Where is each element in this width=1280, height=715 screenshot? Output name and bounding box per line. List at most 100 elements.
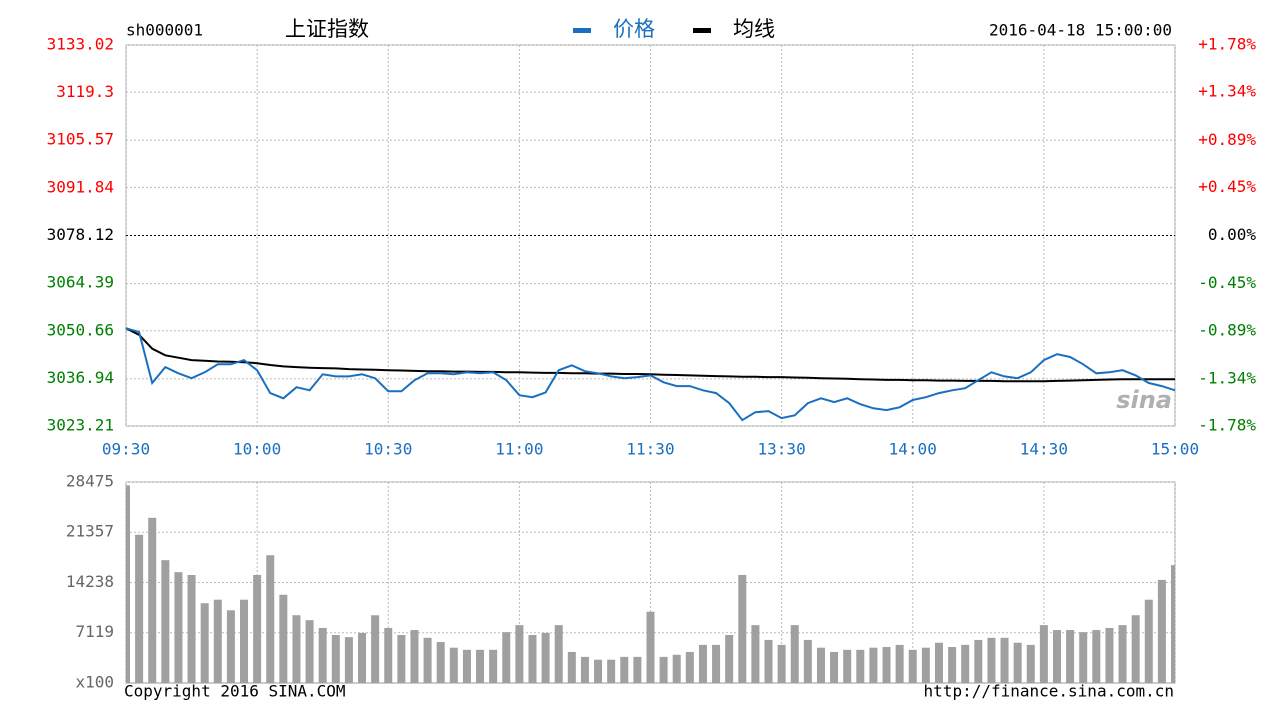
volume-bar [633, 656, 642, 683]
volume-bar [1105, 627, 1114, 683]
y-tick-label: 3023.21 [47, 416, 114, 435]
volume-bar [135, 534, 144, 683]
volume-bar [934, 642, 943, 683]
volume-bar [790, 625, 799, 683]
x-tick-label: 13:30 [758, 440, 806, 459]
x-tick-label: 10:30 [364, 440, 412, 459]
volume-bar [449, 647, 458, 683]
volume-bar [777, 644, 786, 683]
volume-bar [594, 659, 603, 683]
volume-bar [1013, 642, 1022, 683]
volume-bar [462, 649, 471, 683]
code: sh000001 [126, 21, 203, 40]
index-name: 上证指数 [285, 17, 369, 41]
y2-tick-label: +0.45% [1198, 177, 1256, 196]
volume-bar [1066, 630, 1075, 683]
x-tick-label: 10:00 [233, 440, 281, 459]
volume-bar [161, 560, 170, 683]
y2-tick-label: +0.89% [1198, 130, 1256, 149]
y-tick-label: 3036.94 [47, 368, 114, 387]
volume-bar [921, 647, 930, 683]
x-tick-label: 14:00 [889, 440, 937, 459]
volume-bar [567, 651, 576, 683]
volume-bar [843, 649, 852, 683]
volume-bar [974, 639, 983, 683]
volume-bar [607, 659, 616, 683]
volume-bar [1118, 625, 1127, 683]
volume-bar [1092, 630, 1101, 683]
volume-bar [554, 625, 563, 683]
volume-bar [1079, 632, 1088, 683]
y-tick-label: 3119.3 [56, 82, 114, 101]
series-line [125, 327, 1176, 422]
volume-bar [187, 575, 196, 683]
volume-bar [410, 630, 419, 683]
volume-bar [318, 627, 327, 683]
volume-bar [856, 649, 865, 683]
volume-bar [580, 656, 589, 683]
volume-bar [489, 649, 498, 683]
y-tick-label: 3078.12 [47, 225, 114, 244]
volume-bar [292, 615, 301, 683]
volume-bar [1157, 579, 1166, 683]
y-tick-label: 3064.39 [47, 273, 114, 292]
volume-bar [646, 611, 655, 683]
y-tick-label: 3105.57 [47, 130, 114, 149]
volume-bar [305, 620, 314, 683]
volume-bar [1052, 630, 1061, 683]
volume-bar [738, 575, 747, 683]
volume-bar [266, 555, 275, 683]
volume-bar [712, 644, 721, 683]
y-tick-label: 3050.66 [47, 320, 114, 339]
volume-bar [1171, 565, 1175, 683]
x-tick-label: 11:30 [626, 440, 674, 459]
legend-swatch [573, 28, 591, 33]
y2-tick-label: -0.89% [1198, 320, 1256, 339]
volume-bar [816, 647, 825, 683]
y-tick-label: 14238 [66, 572, 114, 591]
y2-tick-label: -1.78% [1198, 416, 1256, 435]
unit-label: x100 [75, 673, 114, 692]
volume-bar [620, 656, 629, 683]
volume-bar [659, 656, 668, 683]
y-tick-label: 7119 [75, 622, 114, 641]
volume-bar [803, 639, 812, 683]
y2-tick-label: +1.34% [1198, 82, 1256, 101]
volume-bar [226, 610, 235, 683]
volume-bar [344, 637, 353, 683]
y-tick-label: 3133.02 [47, 35, 114, 54]
volume-bar [502, 632, 511, 683]
volume-bar [541, 632, 550, 683]
volume-bar [384, 627, 393, 683]
volume-bar [174, 572, 183, 683]
volume-bar [515, 625, 524, 683]
volume-bar [397, 635, 406, 683]
series-line [125, 327, 1175, 383]
copyright: Copyright 2016 SINA.COM [124, 682, 346, 701]
volume-bar [358, 632, 367, 683]
volume-bar [200, 603, 209, 683]
volume-bar [126, 485, 130, 683]
volume-bar [948, 647, 957, 683]
volume-bar [1144, 599, 1153, 683]
volume-bar [895, 644, 904, 683]
y2-tick-label: +1.78% [1198, 35, 1256, 54]
volume-bar [672, 654, 681, 683]
volume-bar [436, 642, 445, 683]
volume-bar [685, 651, 694, 683]
volume-bar [725, 635, 734, 683]
volume-bar [961, 644, 970, 683]
volume-bar [1026, 644, 1035, 683]
volume-bar [213, 599, 222, 683]
legend-swatch [693, 28, 711, 33]
legend-label: 均线 [733, 17, 775, 41]
y-tick-label: 28475 [66, 472, 114, 491]
volume-bar [240, 599, 249, 683]
legend-label: 价格 [613, 17, 655, 41]
datetime: 2016-04-18 15:00:00 [989, 21, 1172, 40]
volume-bar [882, 647, 891, 683]
y-tick-label: 21357 [66, 522, 114, 541]
volume-bar [1039, 625, 1048, 683]
source-url: http://finance.sina.com.cn [924, 682, 1174, 701]
